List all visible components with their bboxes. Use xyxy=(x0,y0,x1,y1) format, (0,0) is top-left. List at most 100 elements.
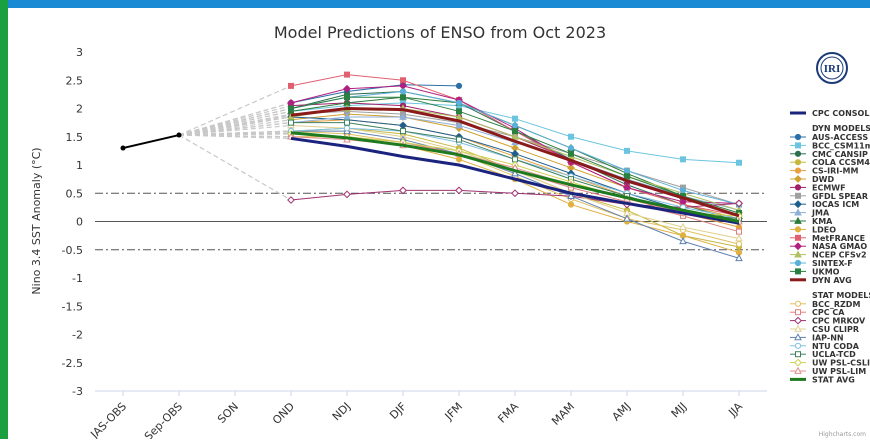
model-point xyxy=(456,108,462,115)
model-point xyxy=(399,112,407,120)
model-point xyxy=(288,105,294,112)
model-point xyxy=(511,132,519,140)
model-point xyxy=(343,84,351,93)
y-tick-label: 3 xyxy=(76,46,83,59)
logo-inner-ring xyxy=(820,56,844,80)
legend-marker xyxy=(794,242,802,251)
legend-marker xyxy=(794,167,802,174)
model-point xyxy=(512,115,518,122)
legend-heading: DYN MODELS: xyxy=(812,124,870,133)
model-point xyxy=(455,82,463,90)
model-point xyxy=(680,156,686,163)
model-point xyxy=(679,237,687,245)
legend-label: COLA CCSM4 xyxy=(812,158,870,167)
model-point xyxy=(736,159,742,166)
top-bar xyxy=(0,0,870,8)
model-point xyxy=(287,196,295,204)
model-point xyxy=(455,156,463,163)
legend-label: SINTEX-F xyxy=(812,259,853,268)
model-point xyxy=(623,214,631,222)
legend-label: CPC CONSOL xyxy=(812,109,869,118)
legend-marker xyxy=(795,309,801,316)
model-point xyxy=(511,122,519,129)
legend-marker xyxy=(794,300,802,307)
legend-marker xyxy=(795,268,801,275)
model-point xyxy=(679,187,687,194)
model-point xyxy=(455,186,463,195)
legend-label: CMC CANSIP xyxy=(812,150,868,159)
model-point xyxy=(735,253,743,262)
model-point xyxy=(735,199,743,208)
legend-marker xyxy=(795,351,801,358)
model-line xyxy=(290,84,460,104)
model-point xyxy=(624,147,630,154)
y-tick-label: -2 xyxy=(72,329,83,342)
legend-label: LDEO xyxy=(812,225,836,234)
model-point xyxy=(624,173,630,180)
model-point xyxy=(399,186,407,195)
model-point xyxy=(343,190,351,199)
model-point xyxy=(567,144,575,152)
connector xyxy=(178,107,292,136)
legend-label: ECMWF xyxy=(812,183,846,192)
connector xyxy=(178,102,292,136)
legend-marker xyxy=(795,142,801,149)
model-point xyxy=(343,112,351,120)
legend-marker xyxy=(794,200,802,209)
legend-marker xyxy=(794,208,802,216)
legend-marker xyxy=(794,133,802,141)
connector xyxy=(178,122,292,136)
model-point xyxy=(568,150,574,157)
legend-heading: STAT MODELS: xyxy=(812,291,870,300)
left-strip xyxy=(0,0,8,439)
y-tick-label: -1 xyxy=(72,272,83,285)
legend-label: IAP-NN xyxy=(812,333,844,342)
model-point xyxy=(735,234,743,242)
chart-title: Model Predictions of ENSO from Oct 2023 xyxy=(274,23,606,42)
credits: Highcharts.com xyxy=(819,431,866,438)
legend-marker xyxy=(794,250,802,258)
y-tick-label: -1.5 xyxy=(62,300,83,313)
average-line xyxy=(290,136,740,225)
observed-point xyxy=(120,145,126,151)
legend-marker xyxy=(794,358,802,367)
model-point xyxy=(399,88,407,95)
legend-marker xyxy=(794,184,802,191)
legend-label: CPC CA xyxy=(812,308,845,317)
logo: IRI xyxy=(824,63,841,75)
y-tick-label: 2.5 xyxy=(66,74,84,87)
legend-label: UKMO xyxy=(812,267,840,276)
legend-label: DWD xyxy=(812,175,834,184)
model-point xyxy=(455,112,463,120)
legend-label: NTU CODA xyxy=(812,342,860,351)
legend-label: DYN AVG xyxy=(812,276,852,285)
model-point xyxy=(400,94,406,101)
y-axis-label: Nino 3.4 SST Anomaly (°C) xyxy=(30,147,43,294)
legend-marker xyxy=(794,342,802,349)
connector xyxy=(178,114,292,136)
legend-label: AUS-ACCESS xyxy=(812,133,868,142)
legend-label: CSU CLIPR xyxy=(812,325,859,334)
model-point xyxy=(288,82,294,89)
legend-marker xyxy=(794,333,802,341)
model-point xyxy=(288,119,294,126)
legend-marker xyxy=(794,175,802,183)
model-point xyxy=(623,167,631,174)
model-point xyxy=(567,201,575,208)
model-point xyxy=(736,228,742,235)
legend-marker xyxy=(794,159,802,166)
model-point xyxy=(456,136,462,143)
y-tick-label: 1 xyxy=(76,159,83,172)
model-point xyxy=(455,121,463,129)
model-point xyxy=(344,119,350,126)
legend-marker xyxy=(794,259,802,267)
y-tick-label: -0.5 xyxy=(62,244,83,257)
legend-marker xyxy=(794,150,802,157)
model-point xyxy=(455,99,463,106)
legend-marker xyxy=(795,234,801,241)
y-tick-label: -2.5 xyxy=(62,357,83,370)
model-point xyxy=(344,71,350,78)
legend-label: STAT AVG xyxy=(812,375,855,384)
legend-label: UW PSL-LIM xyxy=(812,367,866,376)
